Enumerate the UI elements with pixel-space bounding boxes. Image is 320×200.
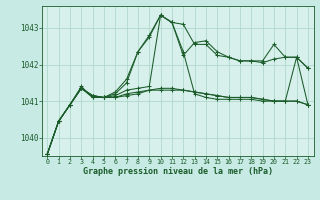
X-axis label: Graphe pression niveau de la mer (hPa): Graphe pression niveau de la mer (hPa) <box>83 167 273 176</box>
